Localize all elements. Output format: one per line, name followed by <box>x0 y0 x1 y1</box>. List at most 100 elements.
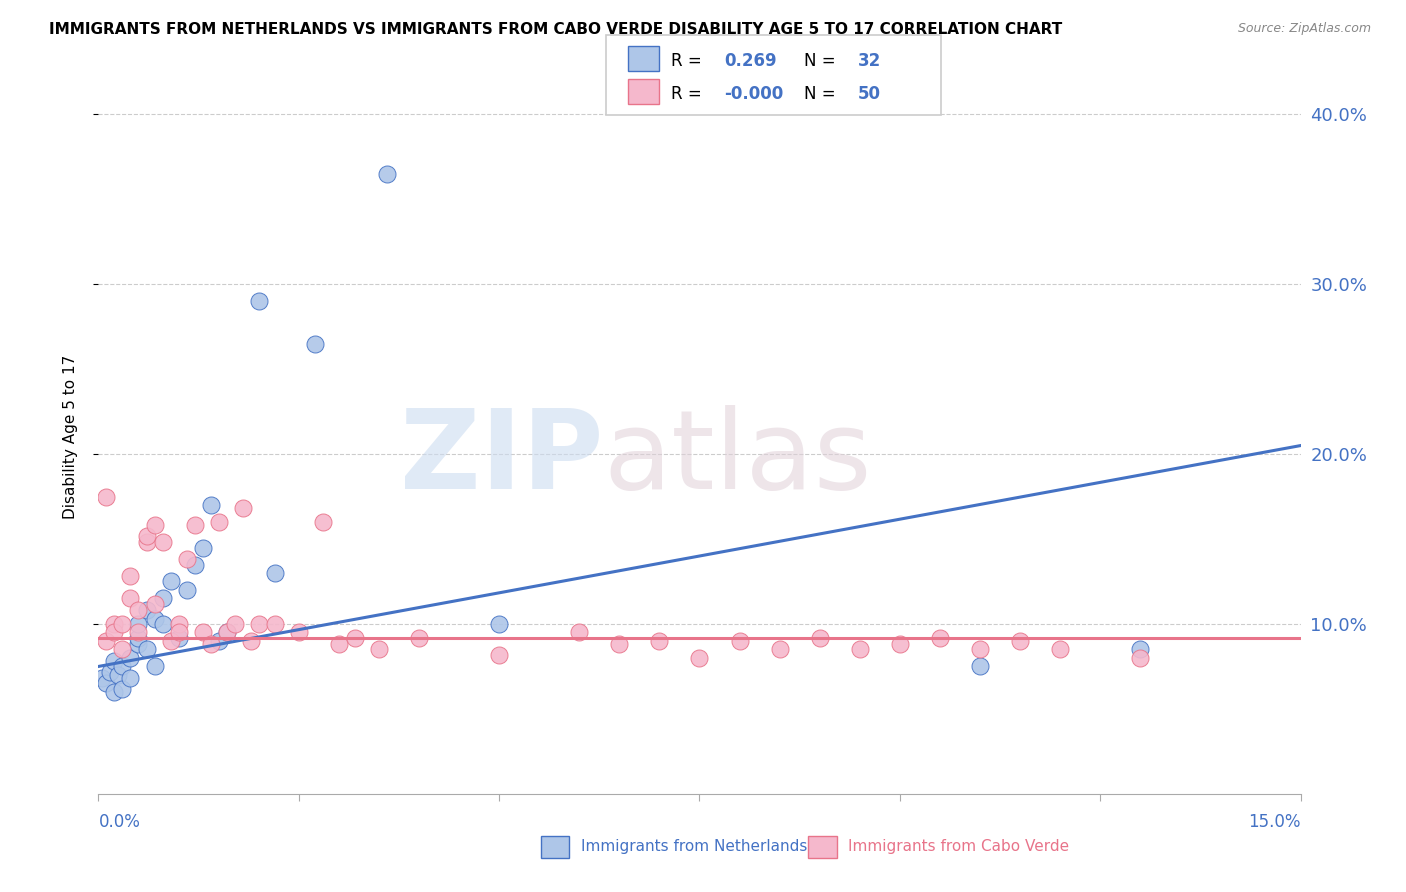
Point <box>263 566 285 580</box>
Point <box>96 490 118 504</box>
Point <box>247 617 270 632</box>
Text: 32: 32 <box>858 52 882 70</box>
Text: IMMIGRANTS FROM NETHERLANDS VS IMMIGRANTS FROM CABO VERDE DISABILITY AGE 5 TO 17: IMMIGRANTS FROM NETHERLANDS VS IMMIGRANT… <box>49 22 1063 37</box>
Point <box>159 574 181 589</box>
Point <box>224 617 246 632</box>
Point <box>152 617 174 632</box>
Text: atlas: atlas <box>603 405 872 512</box>
Point <box>239 634 262 648</box>
Point <box>728 634 751 648</box>
Point <box>143 597 166 611</box>
Point <box>135 535 157 549</box>
Point <box>312 515 335 529</box>
Point <box>929 631 952 645</box>
Point <box>176 582 198 597</box>
Point <box>100 665 122 679</box>
Point <box>408 631 430 645</box>
Text: Immigrants from Netherlands: Immigrants from Netherlands <box>581 839 807 855</box>
Text: -0.000: -0.000 <box>724 85 783 103</box>
Point <box>889 637 911 651</box>
Point <box>143 518 166 533</box>
Point <box>159 634 181 648</box>
Point <box>128 631 150 645</box>
Point <box>247 294 270 309</box>
Point <box>96 676 118 690</box>
Point <box>343 631 366 645</box>
Point <box>103 685 125 699</box>
Point <box>111 659 134 673</box>
Point <box>135 642 157 657</box>
Point <box>191 625 214 640</box>
Point <box>1049 642 1071 657</box>
Text: Source: ZipAtlas.com: Source: ZipAtlas.com <box>1237 22 1371 36</box>
Point <box>215 625 238 640</box>
Point <box>849 642 872 657</box>
Point <box>1129 642 1152 657</box>
Point <box>120 591 142 606</box>
Point <box>120 671 142 685</box>
Point <box>107 668 129 682</box>
Point <box>488 617 510 632</box>
Point <box>152 591 174 606</box>
Point <box>689 651 711 665</box>
Point <box>609 637 631 651</box>
Text: N =: N = <box>804 52 835 70</box>
Text: 50: 50 <box>858 85 880 103</box>
Text: R =: R = <box>671 52 702 70</box>
Point <box>1129 651 1152 665</box>
Point <box>167 631 190 645</box>
Point <box>568 625 591 640</box>
Point <box>96 634 118 648</box>
Point <box>215 625 238 640</box>
Point <box>143 659 166 673</box>
Text: ZIP: ZIP <box>399 405 603 512</box>
Point <box>488 648 510 662</box>
Point <box>969 659 991 673</box>
Point <box>328 637 350 651</box>
Point <box>969 642 991 657</box>
Point <box>263 617 285 632</box>
Text: N =: N = <box>804 85 835 103</box>
Point <box>143 612 166 626</box>
Point <box>288 625 311 640</box>
Point <box>128 617 150 632</box>
Point <box>183 558 205 572</box>
Point <box>111 642 134 657</box>
Point <box>120 651 142 665</box>
Point <box>120 569 142 583</box>
Point <box>191 541 214 555</box>
Point <box>135 528 157 542</box>
Point <box>128 603 150 617</box>
Point <box>111 681 134 696</box>
Point <box>103 654 125 668</box>
Text: Immigrants from Cabo Verde: Immigrants from Cabo Verde <box>848 839 1069 855</box>
Point <box>183 518 205 533</box>
Text: R =: R = <box>671 85 707 103</box>
Text: 0.269: 0.269 <box>724 52 776 70</box>
Point <box>232 501 254 516</box>
Point <box>200 637 222 651</box>
Point <box>176 552 198 566</box>
Point <box>128 637 150 651</box>
Point <box>769 642 792 657</box>
Point <box>128 625 150 640</box>
Point <box>167 617 190 632</box>
Point <box>208 515 231 529</box>
Point <box>208 634 231 648</box>
Text: 0.0%: 0.0% <box>98 814 141 831</box>
Point <box>111 617 134 632</box>
Point <box>1010 634 1032 648</box>
Point <box>375 167 398 181</box>
Point <box>648 634 671 648</box>
Point <box>103 617 125 632</box>
Point <box>304 336 326 351</box>
Point <box>167 625 190 640</box>
Point <box>135 603 157 617</box>
Point <box>808 631 831 645</box>
Text: 15.0%: 15.0% <box>1249 814 1301 831</box>
Point <box>103 625 125 640</box>
Point <box>200 498 222 512</box>
Point <box>91 671 114 685</box>
Y-axis label: Disability Age 5 to 17: Disability Age 5 to 17 <box>63 355 77 519</box>
Point <box>152 535 174 549</box>
